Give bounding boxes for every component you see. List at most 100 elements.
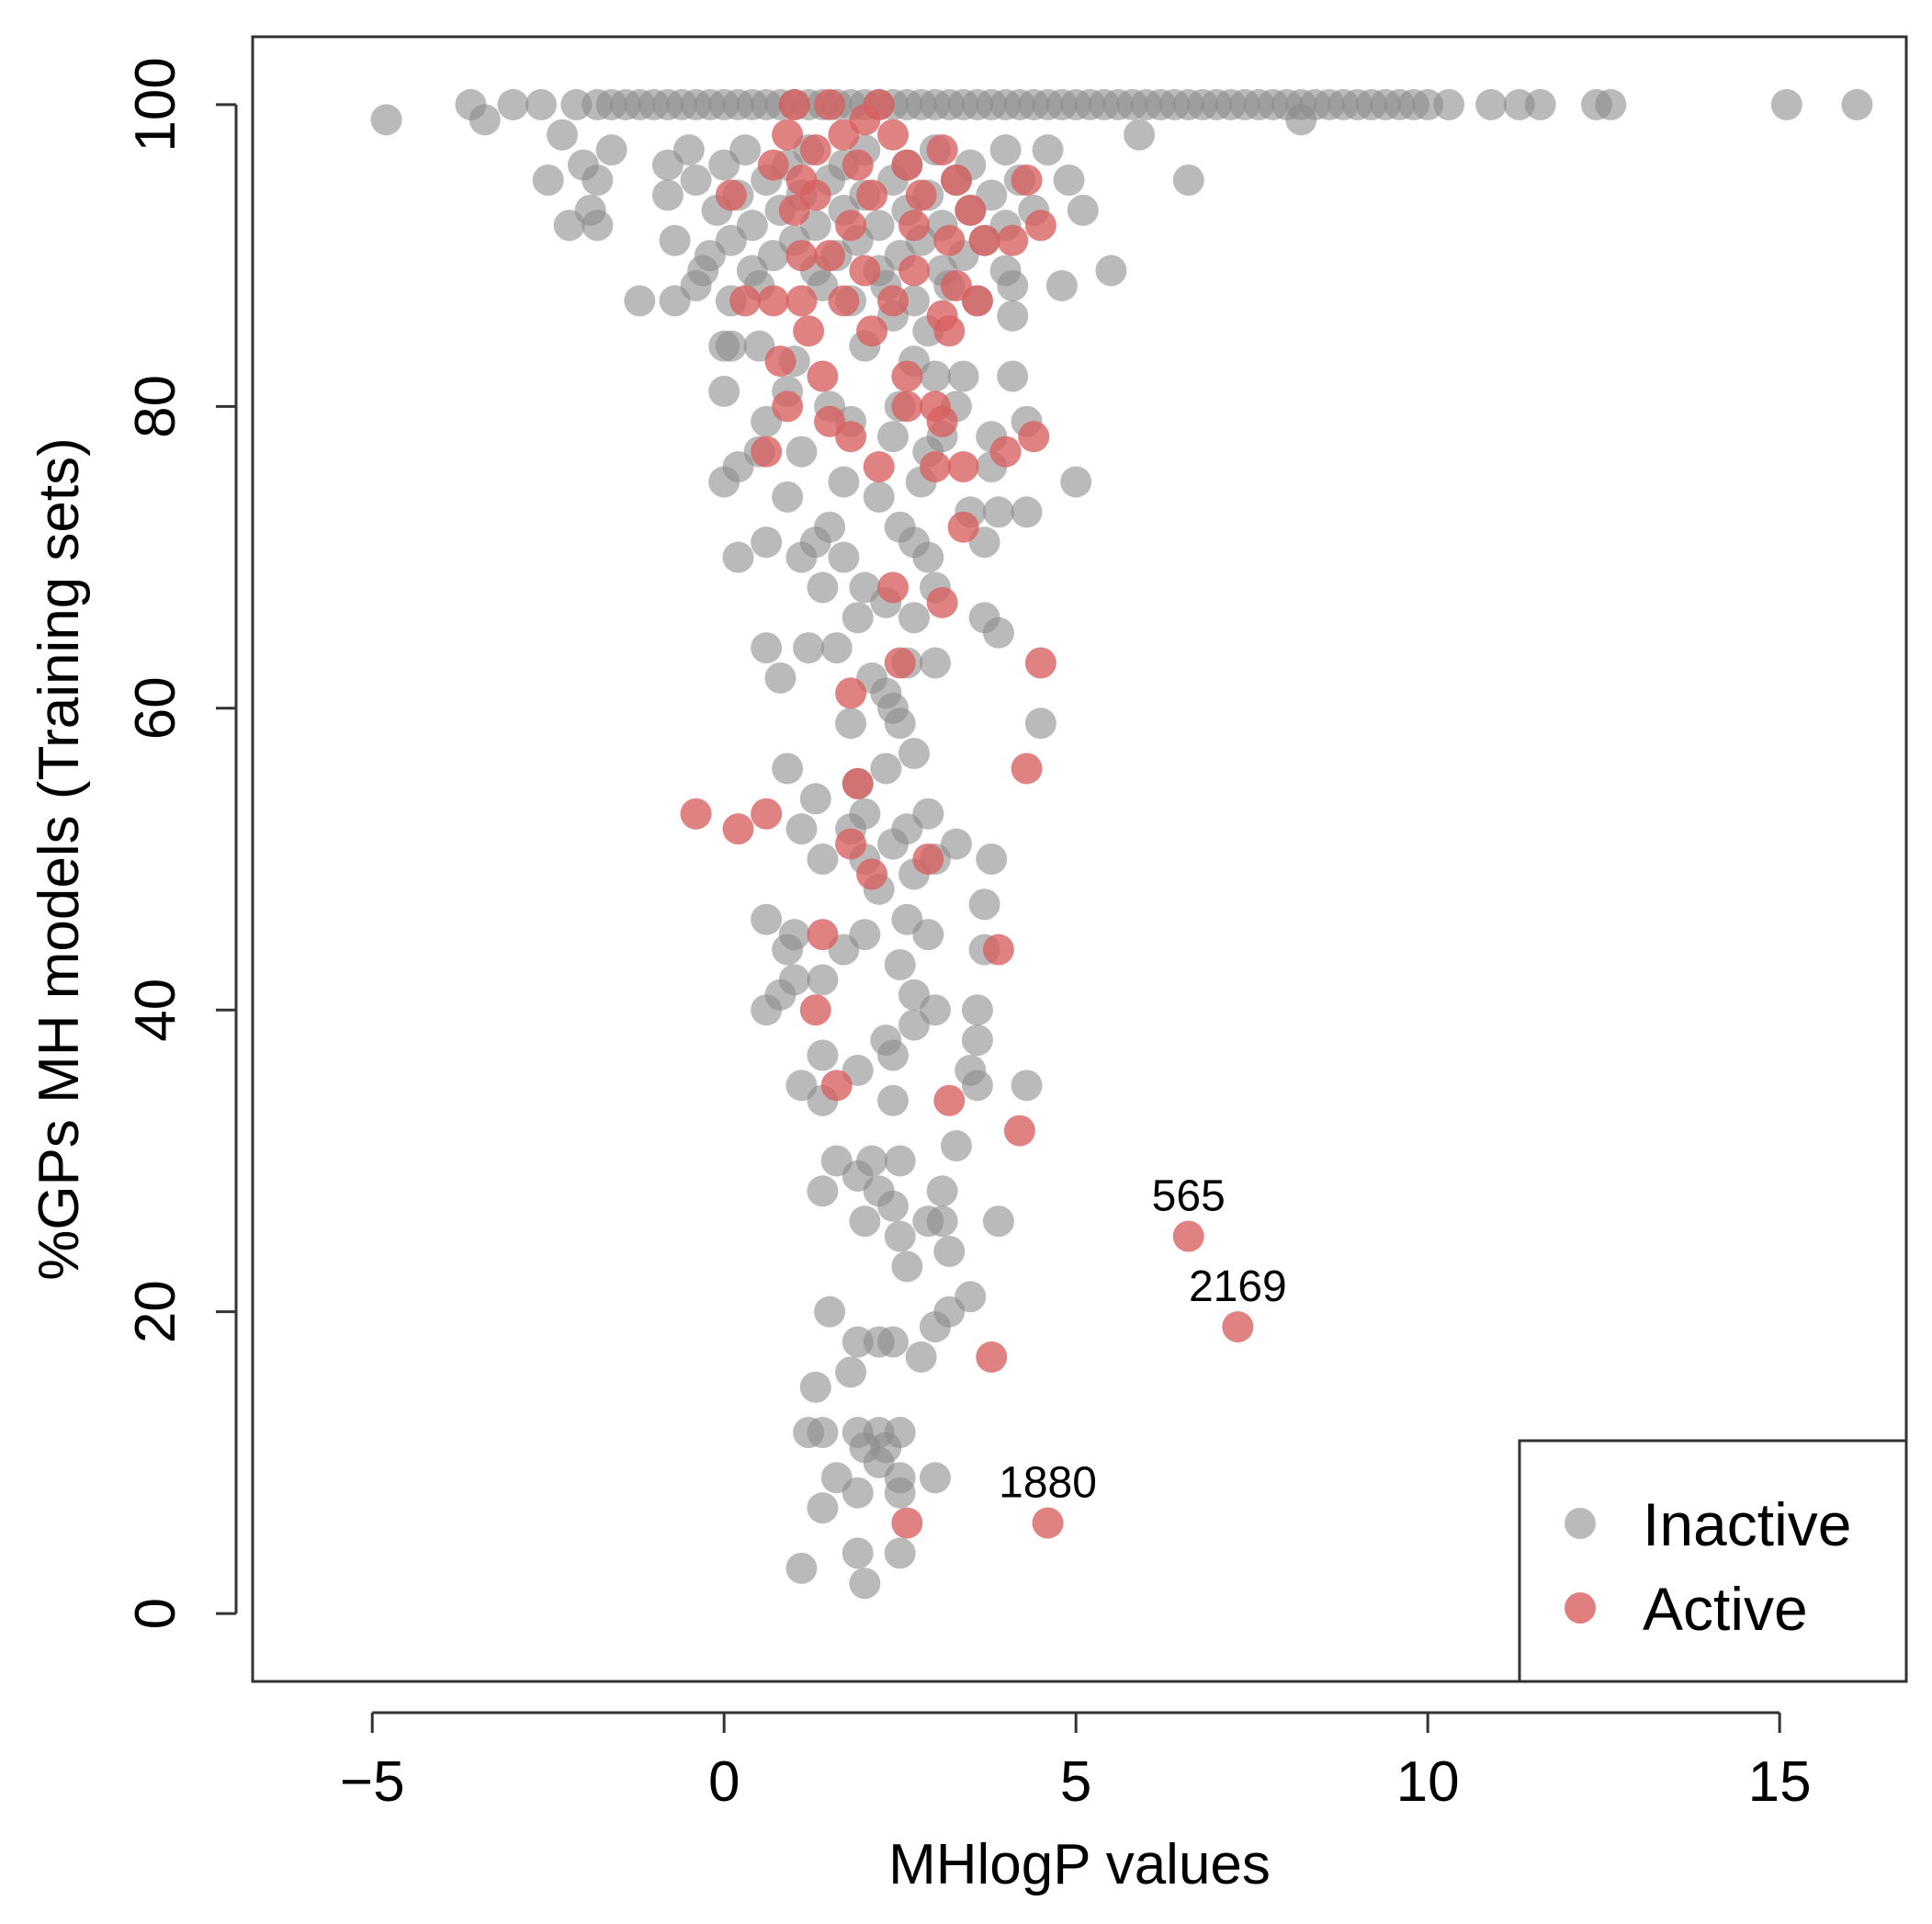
point-inactive-94 bbox=[1172, 164, 1204, 197]
point-active-26 bbox=[997, 224, 1029, 256]
point-inactive-278 bbox=[926, 1205, 958, 1238]
point-inactive-306 bbox=[807, 1492, 839, 1524]
point-active-16 bbox=[905, 179, 937, 211]
point-active-22 bbox=[898, 209, 930, 242]
point-inactive-225 bbox=[799, 783, 831, 815]
x-tick-label-4: 15 bbox=[1748, 1750, 1812, 1814]
point-active-61 bbox=[1024, 647, 1056, 679]
point-inactive-245 bbox=[772, 934, 804, 966]
y-axis: 0 20 40 60 80 100 bbox=[124, 57, 238, 1629]
point-inactive-311 bbox=[849, 1567, 881, 1600]
point-active-47 bbox=[772, 390, 804, 423]
point-inactive-173 bbox=[877, 421, 910, 453]
point-active-66 bbox=[722, 813, 754, 845]
point-active-65 bbox=[680, 798, 712, 830]
point-active-11 bbox=[891, 149, 923, 181]
point-active-19 bbox=[715, 179, 747, 211]
point-active-8 bbox=[757, 149, 789, 181]
y-tick-label-0: 0 bbox=[124, 1598, 187, 1629]
point-active-68 bbox=[835, 828, 867, 860]
point-inactive-193 bbox=[751, 526, 783, 559]
annotations-layer: 565 2169 1880 bbox=[999, 1172, 1287, 1508]
point-active-39 bbox=[793, 315, 825, 347]
point-inactive-223 bbox=[870, 753, 902, 785]
point-inactive-292 bbox=[835, 1356, 867, 1388]
point-inactive-177 bbox=[785, 436, 818, 468]
point-inactive-286 bbox=[814, 1296, 846, 1328]
point-inactive-185 bbox=[1060, 466, 1092, 498]
point-active-62 bbox=[835, 677, 867, 709]
point-active-52 bbox=[989, 436, 1022, 468]
x-tick-label-1: 0 bbox=[708, 1750, 740, 1814]
point-active-29 bbox=[849, 255, 881, 287]
point-inactive-271 bbox=[940, 1130, 972, 1162]
point-active-13 bbox=[940, 164, 972, 197]
point-active-0 bbox=[772, 119, 804, 151]
point-inactive-247 bbox=[884, 948, 916, 980]
annotation-label-0: 565 bbox=[1152, 1172, 1226, 1221]
point-inactive-295 bbox=[807, 1417, 839, 1449]
point-inactive-146 bbox=[997, 269, 1029, 301]
point-inactive-211 bbox=[820, 632, 853, 664]
point-inactive-210 bbox=[793, 632, 825, 664]
point-inactive-289 bbox=[842, 1326, 874, 1358]
point-inactive-305 bbox=[884, 1477, 916, 1509]
point-inactive-254 bbox=[764, 979, 797, 1011]
point-inactive-276 bbox=[877, 1190, 910, 1222]
point-inactive-167 bbox=[708, 375, 740, 407]
point-inactive-197 bbox=[722, 541, 754, 573]
point-active-23 bbox=[968, 224, 1000, 256]
point-inactive-183 bbox=[828, 466, 860, 498]
point-inactive-205 bbox=[842, 602, 874, 634]
y-tick-label-2: 40 bbox=[124, 979, 187, 1042]
point-active-59 bbox=[926, 586, 958, 618]
point-inactive-304 bbox=[919, 1462, 951, 1494]
point-inactive-147 bbox=[1045, 269, 1078, 301]
x-axis-title: MHlogP values bbox=[888, 1833, 1271, 1896]
y-tick-label-4: 80 bbox=[124, 375, 187, 438]
legend-marker-active bbox=[1565, 1592, 1596, 1624]
y-tick-label-5: 100 bbox=[124, 57, 187, 152]
point-active-50 bbox=[926, 405, 958, 437]
point-inactive-0 bbox=[370, 104, 402, 136]
point-inactive-309 bbox=[884, 1537, 916, 1569]
point-active-5 bbox=[814, 88, 846, 120]
point-inactive-68 bbox=[1524, 88, 1556, 120]
point-inactive-86 bbox=[651, 149, 684, 181]
point-active-20 bbox=[778, 194, 810, 226]
legend: Inactive Active bbox=[1518, 1439, 1908, 1683]
legend-box bbox=[1518, 1439, 1908, 1683]
point-inactive-74 bbox=[1285, 104, 1317, 136]
point-active-32 bbox=[877, 285, 910, 317]
point-active-10 bbox=[842, 149, 874, 181]
point-active-38 bbox=[961, 285, 993, 317]
point-active-7 bbox=[778, 88, 810, 120]
point-inactive-272 bbox=[807, 1175, 839, 1207]
x-tick-label-3: 10 bbox=[1396, 1750, 1460, 1814]
point-inactive-3 bbox=[525, 88, 558, 120]
point-active-75 bbox=[933, 1084, 966, 1116]
point-active-60 bbox=[884, 647, 916, 679]
y-tick-label-1: 20 bbox=[124, 1280, 187, 1343]
point-inactive-258 bbox=[961, 1024, 993, 1057]
point-active-21 bbox=[835, 209, 867, 242]
point-active-49 bbox=[835, 421, 867, 453]
point-active-40 bbox=[856, 315, 888, 347]
point-inactive-307 bbox=[842, 1477, 874, 1509]
point-inactive-232 bbox=[877, 828, 910, 860]
point-inactive-116 bbox=[553, 209, 585, 242]
point-inactive-72 bbox=[1841, 88, 1873, 120]
point-active-27 bbox=[785, 240, 818, 272]
point-inactive-242 bbox=[751, 903, 783, 935]
point-inactive-287 bbox=[919, 1311, 951, 1343]
point-inactive-198 bbox=[785, 541, 818, 573]
point-inactive-87 bbox=[708, 149, 740, 181]
point-inactive-93 bbox=[582, 164, 614, 197]
point-inactive-249 bbox=[807, 964, 839, 996]
point-active-55 bbox=[919, 451, 951, 483]
point-active-30 bbox=[898, 255, 930, 287]
point-inactive-149 bbox=[659, 285, 691, 317]
point-inactive-102 bbox=[651, 179, 684, 211]
point-inactive-308 bbox=[842, 1537, 874, 1569]
point-inactive-310 bbox=[785, 1552, 818, 1584]
